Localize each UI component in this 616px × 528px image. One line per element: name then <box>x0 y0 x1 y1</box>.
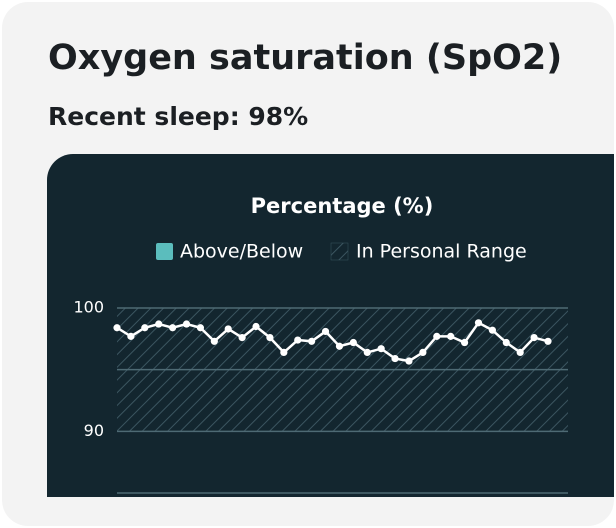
point <box>544 337 552 345</box>
legend-label: Above/Below <box>180 241 303 263</box>
point <box>474 319 483 327</box>
chart-title: Percentage (%) <box>251 194 434 218</box>
point <box>530 334 538 342</box>
point <box>141 324 149 332</box>
point <box>210 337 218 345</box>
point <box>502 338 510 347</box>
point <box>196 324 205 332</box>
y-tick-label: 100 <box>73 298 104 317</box>
subtitle: Recent sleep: 98% <box>48 102 309 131</box>
point <box>294 336 302 344</box>
y-tick-label: 90 <box>84 421 104 440</box>
point <box>127 332 135 340</box>
point <box>391 354 399 363</box>
legend-label: In Personal Range <box>356 241 527 263</box>
point <box>308 337 316 345</box>
point <box>155 320 163 328</box>
point <box>419 348 427 356</box>
point <box>363 348 371 356</box>
point <box>169 324 177 332</box>
point <box>516 348 524 356</box>
legend-swatch <box>330 242 349 261</box>
point <box>460 338 469 347</box>
point <box>266 334 274 342</box>
title: Oxygen saturation (SpO2) <box>48 38 563 78</box>
point <box>377 345 385 353</box>
point <box>224 325 232 333</box>
point <box>433 332 441 340</box>
point <box>349 338 357 347</box>
point <box>447 332 455 340</box>
point <box>238 334 246 342</box>
point <box>280 348 288 356</box>
point <box>405 357 413 365</box>
point <box>182 320 191 328</box>
point <box>113 324 121 332</box>
point <box>321 327 330 336</box>
point <box>488 326 496 334</box>
point <box>252 322 260 331</box>
point <box>335 342 344 350</box>
legend-swatch <box>156 243 173 260</box>
